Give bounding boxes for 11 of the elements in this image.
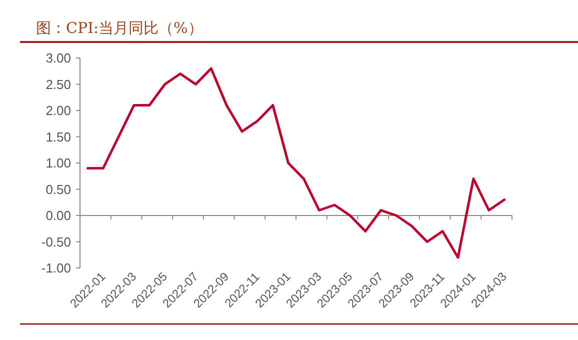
y-tick-label: 0.00 [46, 208, 71, 223]
y-tick-label: -1.00 [41, 260, 71, 276]
chart-title: 图：CPI:当月同比（%） [36, 19, 203, 37]
y-tick-label: -0.50 [41, 234, 71, 250]
y-tick-label: 1.50 [46, 129, 71, 144]
y-tick-label: 1.00 [46, 156, 71, 170]
y-tick-label: 2.00 [46, 103, 71, 118]
y-tick-label: 0.50 [46, 182, 71, 197]
line-series [86, 67, 506, 259]
y-tick-label: 3.00 [46, 50, 71, 66]
y-tick-label: 2.50 [46, 76, 71, 92]
